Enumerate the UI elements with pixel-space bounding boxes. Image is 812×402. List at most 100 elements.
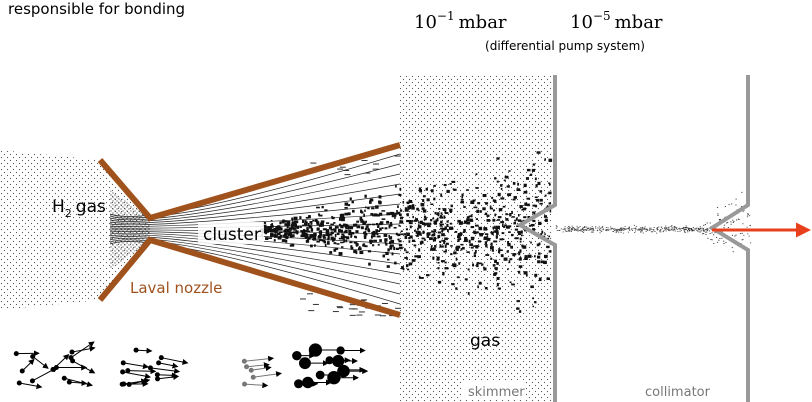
particle (592, 231, 594, 233)
particle (490, 257, 493, 260)
particle (330, 231, 334, 235)
particle (723, 224, 726, 226)
particle (656, 228, 659, 230)
particle (718, 239, 720, 241)
particle (457, 238, 460, 242)
particle (644, 226, 646, 228)
particle (746, 216, 749, 218)
particle (717, 214, 719, 216)
particle (523, 190, 528, 194)
particle (668, 229, 670, 231)
particle (457, 233, 462, 237)
particle (339, 166, 346, 168)
molecule (315, 370, 325, 380)
particle (709, 233, 711, 234)
particle (291, 219, 294, 222)
particle (688, 228, 690, 230)
particle (534, 300, 537, 304)
particle (549, 209, 552, 213)
particle (490, 242, 493, 246)
particle (682, 228, 685, 230)
particle (691, 230, 693, 232)
particle (544, 218, 548, 222)
particle (595, 226, 597, 228)
particle (441, 233, 445, 237)
particle (653, 227, 655, 228)
particle (461, 193, 464, 197)
particle (565, 230, 567, 232)
particle (301, 234, 305, 238)
particle (673, 229, 676, 230)
particle (639, 228, 641, 230)
particle (353, 223, 357, 227)
particle (680, 229, 682, 231)
particle (326, 222, 330, 224)
particle (369, 239, 372, 242)
particle (641, 229, 643, 231)
particle (464, 278, 468, 281)
particle (638, 229, 641, 231)
particle (411, 259, 416, 262)
particle (494, 177, 497, 180)
particle (671, 227, 673, 229)
particle (492, 209, 496, 212)
particle (616, 228, 619, 230)
particle (353, 249, 357, 254)
particle (456, 245, 461, 249)
particle (524, 255, 528, 259)
particle (389, 211, 394, 215)
flow-line (109, 203, 401, 226)
molecule-track (150, 367, 181, 374)
particle (355, 250, 358, 255)
particle (395, 247, 399, 251)
particle (437, 231, 442, 234)
particle (519, 249, 522, 253)
particle (442, 208, 447, 211)
particle (627, 228, 629, 229)
particle (649, 227, 651, 229)
particle (324, 209, 328, 212)
particle (599, 232, 601, 234)
particle (491, 231, 494, 235)
particle (518, 270, 521, 274)
particle (698, 229, 700, 231)
particle (581, 231, 584, 232)
particle (418, 248, 421, 252)
particle (505, 225, 508, 229)
molecule-track (32, 356, 49, 369)
particle (485, 202, 488, 205)
particle (440, 227, 444, 230)
particle (389, 244, 394, 247)
particle (610, 228, 612, 230)
particle (425, 187, 428, 191)
particle (458, 262, 461, 265)
particle (579, 226, 581, 228)
particle (690, 228, 693, 229)
particle (693, 230, 695, 232)
particle (532, 297, 535, 300)
particle (291, 223, 295, 227)
particle (616, 229, 618, 231)
particle (514, 237, 519, 240)
particle (730, 221, 732, 223)
particle (618, 229, 620, 231)
particle (706, 227, 708, 229)
particle (511, 283, 515, 286)
particle (299, 216, 302, 220)
particle (479, 210, 482, 213)
particle (670, 226, 672, 227)
particle (627, 228, 629, 230)
particle (501, 238, 505, 241)
particle (517, 214, 520, 217)
particle (271, 223, 274, 226)
particle (417, 230, 421, 234)
particle (703, 230, 705, 232)
particle (486, 237, 491, 241)
particle (341, 246, 344, 248)
particle (606, 229, 608, 230)
particle (288, 233, 292, 236)
particle (443, 183, 447, 187)
particle (414, 229, 416, 232)
particle (570, 230, 572, 232)
particle (743, 234, 745, 236)
